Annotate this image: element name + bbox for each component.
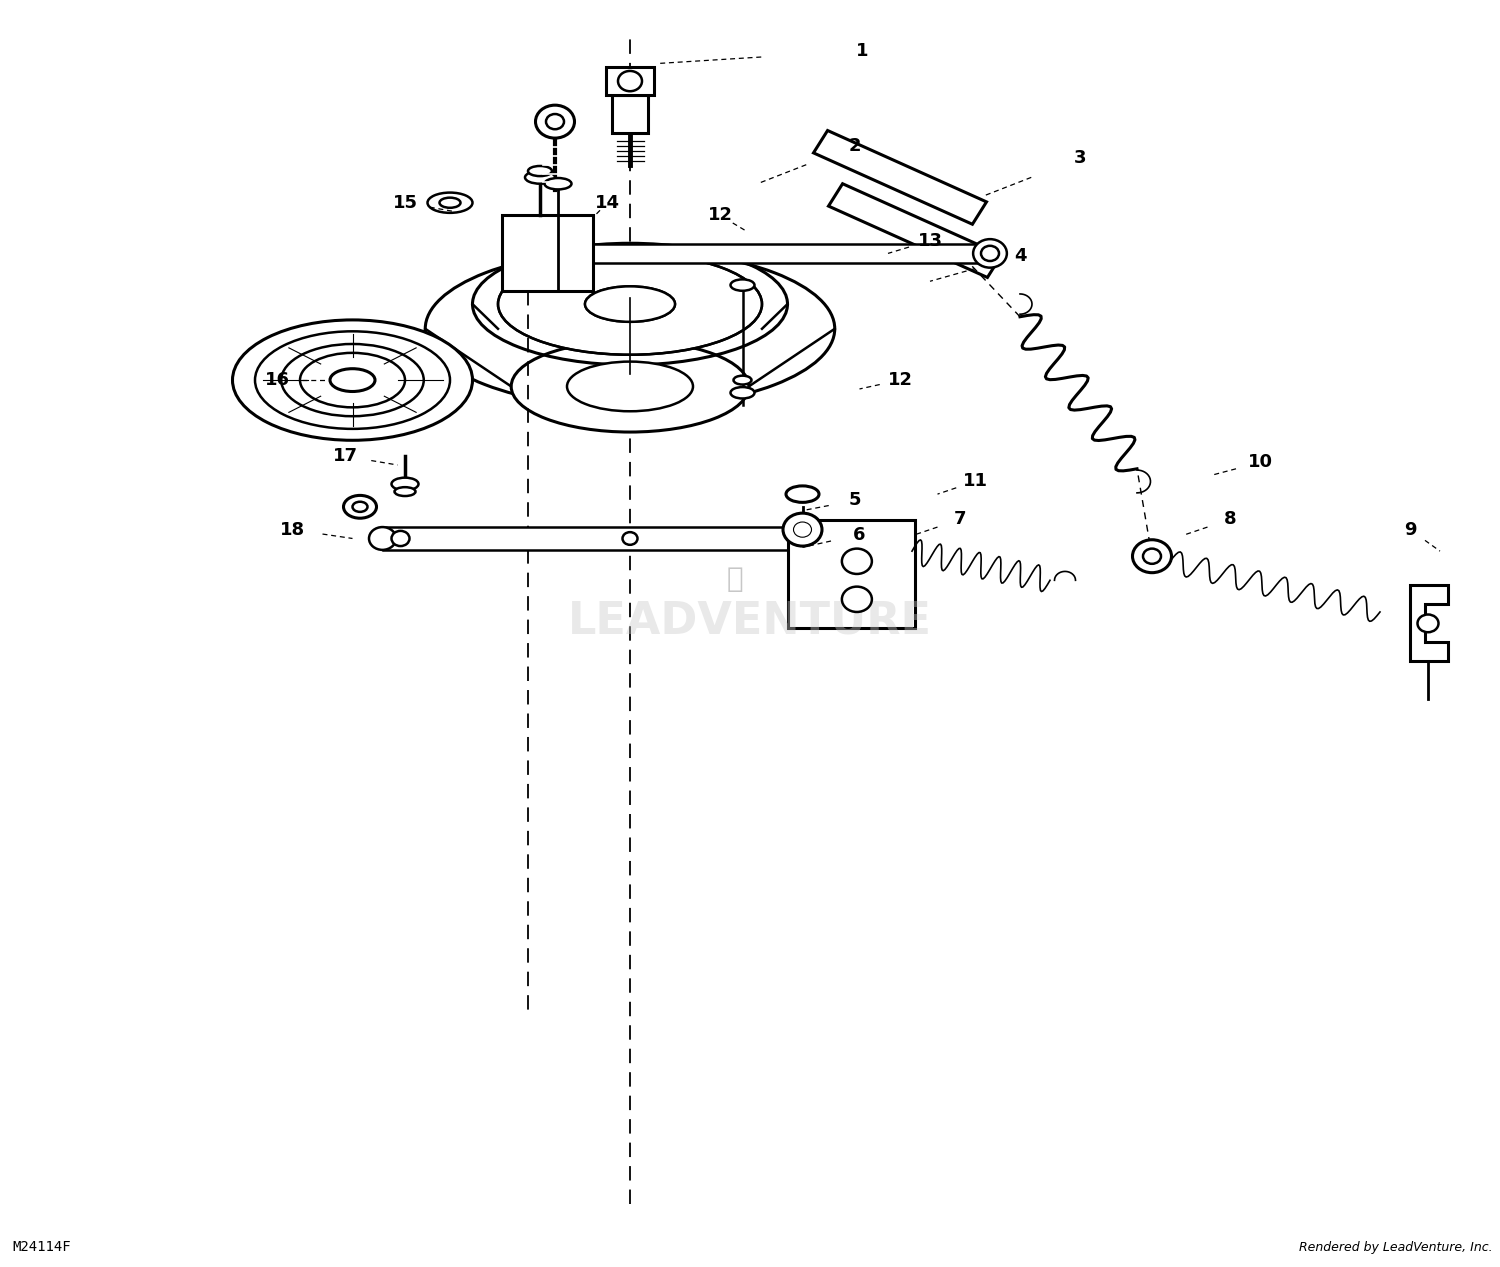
- Circle shape: [392, 531, 410, 546]
- Ellipse shape: [330, 369, 375, 392]
- Text: 🔥: 🔥: [726, 565, 744, 593]
- Text: 13: 13: [918, 232, 942, 250]
- Ellipse shape: [392, 478, 418, 490]
- Text: 3: 3: [1074, 150, 1086, 167]
- Text: 6: 6: [853, 526, 865, 544]
- Text: 5: 5: [849, 492, 861, 509]
- Polygon shape: [813, 131, 987, 224]
- Text: 7: 7: [954, 511, 966, 528]
- Text: 17: 17: [333, 447, 357, 465]
- Ellipse shape: [255, 331, 450, 428]
- Ellipse shape: [512, 341, 748, 432]
- Ellipse shape: [498, 253, 762, 355]
- Text: 15: 15: [393, 194, 417, 212]
- Ellipse shape: [786, 485, 819, 502]
- Ellipse shape: [394, 488, 416, 495]
- Ellipse shape: [427, 193, 472, 213]
- Polygon shape: [828, 184, 1002, 277]
- Ellipse shape: [730, 388, 754, 399]
- Text: 16: 16: [266, 371, 290, 389]
- Text: 4: 4: [1014, 247, 1026, 265]
- Circle shape: [536, 105, 574, 138]
- Ellipse shape: [974, 239, 1006, 267]
- Text: 12: 12: [888, 371, 912, 389]
- Text: 18: 18: [280, 521, 304, 538]
- Ellipse shape: [232, 321, 472, 441]
- Polygon shape: [382, 527, 788, 550]
- Circle shape: [546, 114, 564, 129]
- Bar: [606, 67, 654, 95]
- Circle shape: [1143, 549, 1161, 564]
- Text: 10: 10: [1248, 454, 1272, 471]
- Text: 1: 1: [856, 42, 868, 60]
- Ellipse shape: [282, 343, 423, 416]
- Polygon shape: [540, 243, 990, 262]
- Text: Rendered by LeadVenture, Inc.: Rendered by LeadVenture, Inc.: [1299, 1242, 1492, 1254]
- Text: M24114F: M24114F: [12, 1240, 70, 1254]
- Text: 14: 14: [596, 194, 619, 212]
- Ellipse shape: [344, 495, 376, 518]
- Ellipse shape: [440, 198, 460, 208]
- Circle shape: [794, 522, 812, 537]
- Text: 12: 12: [708, 207, 732, 224]
- Text: 9: 9: [1404, 521, 1416, 538]
- Ellipse shape: [544, 179, 572, 189]
- Text: 2: 2: [849, 137, 861, 155]
- Circle shape: [981, 246, 999, 261]
- Ellipse shape: [369, 527, 396, 550]
- Polygon shape: [1410, 585, 1448, 661]
- Bar: [612, 95, 648, 133]
- Ellipse shape: [585, 286, 675, 322]
- Circle shape: [842, 549, 872, 574]
- Circle shape: [783, 513, 822, 546]
- FancyBboxPatch shape: [788, 519, 915, 627]
- Circle shape: [622, 532, 638, 545]
- Circle shape: [842, 587, 872, 612]
- Ellipse shape: [528, 166, 552, 176]
- Ellipse shape: [300, 352, 405, 408]
- Bar: [503, 215, 592, 291]
- Text: 11: 11: [963, 473, 987, 490]
- Circle shape: [1418, 614, 1438, 632]
- Ellipse shape: [567, 361, 693, 412]
- Circle shape: [1132, 540, 1172, 573]
- Circle shape: [618, 71, 642, 91]
- Ellipse shape: [585, 286, 675, 322]
- Text: LEADVENTURE: LEADVENTURE: [568, 599, 932, 642]
- Ellipse shape: [730, 279, 754, 290]
- Text: 8: 8: [1224, 511, 1236, 528]
- Ellipse shape: [352, 502, 368, 512]
- Ellipse shape: [734, 376, 752, 385]
- Ellipse shape: [525, 171, 555, 184]
